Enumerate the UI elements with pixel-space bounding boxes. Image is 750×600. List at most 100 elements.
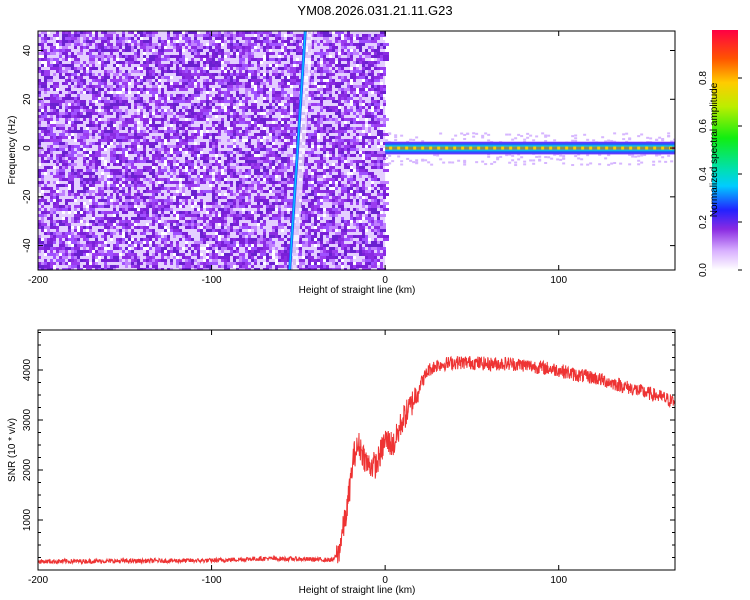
heatmap-cell — [296, 88, 299, 91]
heatmap-cell — [299, 217, 305, 220]
heatmap-cell — [128, 187, 131, 190]
heatmap-cell — [179, 127, 182, 130]
heatmap-cell — [215, 193, 218, 196]
heatmap-cell — [122, 79, 125, 82]
heatmap-cell — [119, 247, 122, 250]
heatmap-cell — [110, 256, 113, 259]
heatmap-cell — [218, 220, 221, 223]
heatmap-cell — [284, 166, 287, 169]
heatmap-cell — [194, 247, 197, 250]
heatmap-cell — [218, 238, 221, 241]
heatmap-cell — [200, 130, 203, 133]
heatmap-cell — [164, 115, 167, 118]
heatmap-cell — [209, 184, 212, 187]
heatmap-cell — [119, 169, 122, 172]
heatmap-cell — [86, 85, 89, 88]
heatmap-cell — [74, 259, 77, 262]
heatmap-cell — [185, 88, 188, 91]
heatmap-cell — [185, 76, 191, 79]
heatmap-cell — [98, 223, 104, 226]
heatmap-cell — [317, 208, 320, 211]
heatmap-cell — [257, 64, 260, 67]
heatmap-cell — [275, 34, 281, 37]
heatmap-cell — [338, 34, 341, 37]
heatmap-cell — [275, 193, 281, 196]
heatmap-cell — [251, 124, 254, 127]
heatmap-cell — [98, 160, 101, 163]
heatmap-cell — [155, 109, 158, 112]
heatmap-cell — [191, 112, 194, 115]
heatmap-cell — [65, 82, 68, 85]
heatmap-cell — [83, 160, 86, 163]
heatmap-cell — [263, 232, 266, 235]
heatmap-cell — [38, 184, 41, 187]
heatmap-cell — [68, 112, 71, 115]
heatmap-cell — [107, 76, 110, 79]
heatmap-cell — [293, 145, 296, 148]
heatmap-cell — [188, 37, 191, 40]
heatmap-cell — [236, 238, 242, 241]
heatmap-cell — [80, 211, 83, 214]
heatmap-cell — [230, 244, 236, 247]
heatmap-cell — [155, 151, 158, 154]
heatmap-cell — [248, 250, 251, 253]
heatmap-cell — [116, 94, 119, 97]
heatmap-cell — [41, 223, 47, 226]
heatmap-cell — [317, 97, 320, 100]
heatmap-cell — [155, 220, 158, 223]
heatmap-cell — [92, 73, 95, 76]
heatmap-cell — [224, 232, 227, 235]
heatmap-cell — [257, 121, 263, 124]
heatmap-cell — [56, 64, 59, 67]
heatmap-cell — [158, 139, 161, 142]
heatmap-cell — [74, 40, 80, 43]
heatmap-cell — [188, 151, 191, 154]
heatmap-cell — [227, 76, 230, 79]
heatmap-cell — [104, 154, 107, 157]
heatmap-cell — [212, 256, 215, 259]
heatmap-cell — [137, 139, 140, 142]
heatmap-cell — [239, 187, 242, 190]
heatmap-cell — [218, 160, 221, 163]
heatmap-cell — [149, 37, 152, 40]
heatmap-cell — [86, 226, 89, 229]
heatmap-cell — [236, 145, 239, 148]
heatmap-cell — [131, 250, 134, 253]
heatmap-cell — [83, 118, 86, 121]
heatmap-cell — [62, 217, 65, 220]
heatmap-cell — [53, 238, 56, 241]
heatmap-cell — [272, 154, 275, 157]
heatmap-cell — [86, 52, 89, 55]
heatmap-cell — [179, 121, 182, 124]
heatmap-cell — [260, 199, 263, 202]
heatmap-cell — [245, 238, 248, 241]
heatmap-cell — [200, 43, 203, 46]
heatmap-cell — [74, 34, 80, 37]
heatmap-cell — [287, 76, 290, 79]
heatmap-cell — [185, 85, 188, 88]
heatmap-cell — [77, 139, 83, 142]
heatmap-cell — [197, 202, 203, 205]
heatmap-cell — [320, 31, 323, 34]
heatmap-cell — [218, 241, 221, 244]
heatmap-cell — [287, 43, 290, 46]
heatmap-cell — [119, 70, 122, 73]
heatmap-cell — [233, 154, 236, 157]
heatmap-cell — [92, 157, 95, 160]
heatmap-cell — [89, 241, 92, 244]
heatmap-cell — [179, 112, 185, 115]
heatmap-cell — [119, 40, 122, 43]
heatmap-cell — [50, 259, 53, 262]
heatmap-cell — [287, 64, 290, 67]
heatmap-cell — [101, 58, 104, 61]
heatmap-cell — [236, 163, 239, 166]
heatmap-cell — [236, 172, 239, 175]
heatmap-cell — [110, 127, 116, 130]
heatmap-cell — [92, 97, 95, 100]
heatmap-cell — [218, 157, 221, 160]
heatmap-cell — [158, 64, 164, 67]
heatmap-cell — [137, 181, 140, 184]
heatmap-cell — [101, 112, 107, 115]
heatmap-cell — [245, 178, 248, 181]
heatmap-cell — [230, 49, 233, 52]
